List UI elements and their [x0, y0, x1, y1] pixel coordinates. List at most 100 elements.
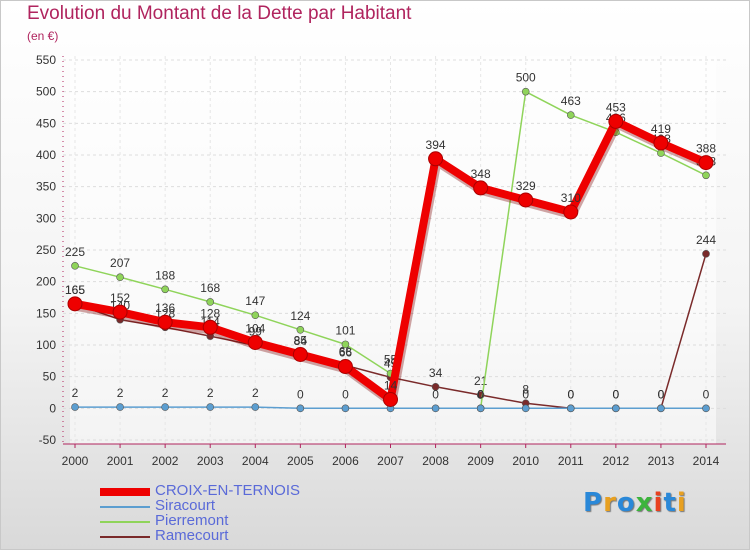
data-point	[292, 347, 308, 362]
data-point	[71, 403, 79, 411]
data-label: 2	[72, 386, 79, 400]
legend-label: CROIX-EN-TERNOIS	[155, 482, 301, 499]
legend-swatch	[100, 506, 150, 508]
data-label: 14	[384, 378, 398, 392]
data-label: 85	[294, 334, 308, 348]
data-label: 348	[471, 167, 491, 181]
data-point	[206, 403, 215, 411]
data-point	[698, 155, 714, 171]
data-point	[161, 285, 169, 294]
data-label: 0	[522, 387, 529, 401]
x-tick-label: 2013	[648, 454, 675, 468]
data-label: 168	[200, 281, 220, 295]
data-label: 2	[117, 386, 124, 400]
y-tick-label: 100	[36, 338, 56, 352]
data-point	[341, 340, 350, 349]
data-point	[202, 319, 218, 335]
data-point	[161, 403, 169, 411]
legend-label: Pierremont	[155, 512, 229, 529]
data-point	[71, 262, 79, 270]
legend-item: Pierremont	[100, 512, 360, 530]
data-point	[653, 135, 669, 151]
x-tick-label: 2012	[603, 454, 630, 468]
data-point	[563, 204, 579, 220]
data-point	[566, 404, 575, 413]
data-point	[251, 311, 260, 320]
data-label: 463	[561, 94, 581, 108]
x-tick-label: 2000	[62, 454, 89, 468]
data-label: 329	[516, 179, 536, 193]
legend-item: CROIX-EN-TERNOIS	[100, 482, 360, 500]
data-point	[428, 151, 444, 167]
data-label: 165	[65, 283, 85, 297]
data-label: 0	[477, 387, 484, 401]
x-tick-label: 2009	[467, 454, 494, 468]
x-tick-label: 2008	[422, 454, 449, 468]
data-point	[657, 404, 665, 413]
x-tick-label: 2007	[377, 454, 404, 468]
data-label: 0	[703, 387, 710, 401]
legend-label: Ramecourt	[155, 527, 229, 544]
data-label: 244	[696, 233, 716, 247]
y-tick-label: 350	[36, 180, 56, 194]
data-label: 66	[339, 346, 353, 360]
data-label: 124	[290, 309, 310, 323]
data-label: 225	[65, 245, 85, 259]
y-tick-label: 50	[43, 370, 57, 384]
data-point	[518, 192, 534, 208]
data-label: 0	[658, 387, 665, 401]
y-tick-label: 150	[36, 306, 56, 320]
y-tick-label: 200	[36, 275, 56, 289]
data-label: 2	[162, 386, 169, 400]
y-tick-label: 0	[49, 401, 56, 415]
data-label: 152	[110, 291, 130, 305]
y-tick-label: 500	[36, 85, 56, 99]
x-tick-label: 2002	[152, 454, 179, 468]
data-label: 310	[561, 191, 581, 205]
x-tick-label: 2011	[558, 454, 584, 468]
data-label: 0	[658, 387, 665, 401]
data-point	[341, 404, 350, 413]
data-label: 0	[477, 387, 484, 401]
y-tick-label: -50	[39, 433, 57, 447]
data-point	[608, 113, 624, 129]
data-label: 2	[252, 386, 259, 400]
data-point	[296, 325, 305, 334]
y-tick-label: 400	[36, 148, 56, 162]
series-siracourt: 222220000000000	[71, 386, 710, 413]
data-point	[702, 404, 710, 413]
data-point	[431, 404, 440, 413]
data-point	[157, 314, 173, 330]
legend-swatch	[100, 488, 150, 496]
data-label: 207	[110, 256, 130, 270]
data-label: 0	[297, 387, 304, 401]
data-label: 68	[339, 344, 353, 358]
data-point	[206, 298, 215, 306]
data-label: 165	[65, 283, 85, 297]
data-point	[112, 304, 128, 320]
legend-swatch	[100, 521, 150, 523]
legend-label: Siracourt	[155, 497, 216, 514]
x-tick-label: 2006	[332, 454, 359, 468]
data-label: 453	[606, 100, 626, 114]
data-label: 99	[249, 325, 263, 339]
data-label: 136	[155, 301, 175, 315]
x-tick-label: 2010	[512, 454, 539, 468]
data-point	[67, 296, 83, 312]
chart-title: Evolution du Montant de la Dette par Hab…	[27, 3, 412, 24]
y-tick-label: 250	[36, 243, 56, 257]
data-point	[116, 273, 124, 282]
data-label: 147	[245, 294, 265, 308]
data-point	[337, 359, 353, 375]
data-point	[566, 111, 575, 119]
unit-label: (en €)	[27, 29, 59, 43]
data-label: 500	[516, 71, 536, 85]
data-point	[383, 391, 398, 407]
data-label: 104	[245, 321, 265, 335]
data-point	[251, 403, 260, 411]
series-line	[74, 90, 707, 409]
data-label: 34	[429, 366, 443, 380]
legend-item: Ramecourt	[100, 527, 360, 545]
